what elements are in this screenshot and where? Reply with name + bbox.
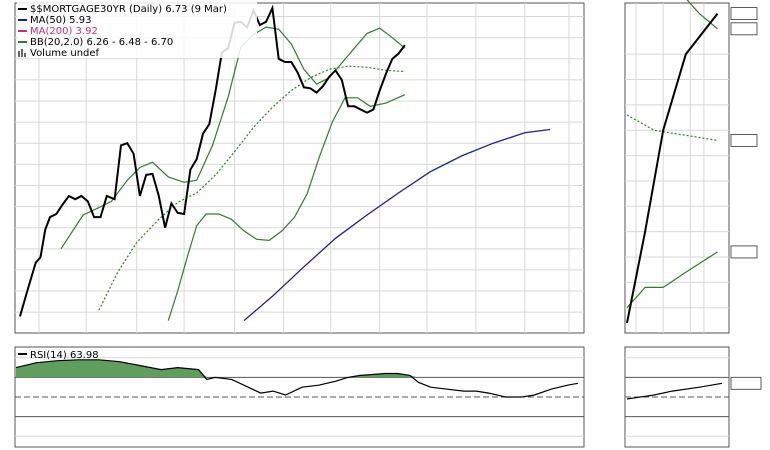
legend-ma50: MA(50) 5.93	[30, 15, 91, 26]
main-grid	[15, 3, 584, 333]
rsi-zoom-series	[626, 382, 723, 400]
zoom-y-badge	[730, 245, 758, 259]
zoom-y-badge	[730, 133, 758, 147]
rsi-line	[15, 359, 579, 398]
zoom-y-badge	[730, 22, 758, 36]
ma50-line	[243, 128, 551, 322]
zoom-price-line	[626, 12, 719, 324]
zoom-bb-lower-line	[626, 251, 718, 309]
bb-mid-line	[98, 65, 405, 311]
zoom-bb-upper-line	[686, 0, 718, 30]
rsi-zoom-badge	[730, 376, 762, 390]
rsi-zoom-y-axis	[730, 376, 762, 390]
legend-rsi: RSI(14) 63.98	[30, 350, 99, 361]
legend-price: $$MORTGAGE30YR (Daily) 6.73 (9 Mar)	[30, 4, 227, 15]
zoom-panel	[624, 0, 758, 334]
rsi-series	[15, 359, 579, 398]
rsi-grid	[15, 357, 584, 437]
main-panel: $$MORTGAGE30YR (Daily) 6.73 (9 Mar) MA(5…	[14, 2, 585, 334]
rsi-overbought-fill	[16, 359, 419, 378]
zoom-y-axis	[730, 7, 758, 259]
legend-bb: BB(20,2.0) 6.26 - 6.48 - 6.70	[30, 37, 173, 48]
zoom-y-badge	[730, 7, 758, 21]
rsi-zoom-line	[626, 382, 723, 400]
rsi-zoom-grid	[625, 357, 729, 437]
rsi-zoom-panel	[624, 346, 762, 448]
zoom-series	[626, 0, 719, 324]
bb-lower-line	[167, 94, 406, 321]
legend-ma200: MA(200) 3.92	[30, 26, 98, 37]
legend: $$MORTGAGE30YR (Daily) 6.73 (9 Mar) MA(5…	[17, 2, 257, 59]
rsi-panel: RSI(14) 63.98	[14, 346, 585, 448]
legend-volume: Volume undef	[30, 48, 100, 59]
price-line	[19, 4, 406, 317]
